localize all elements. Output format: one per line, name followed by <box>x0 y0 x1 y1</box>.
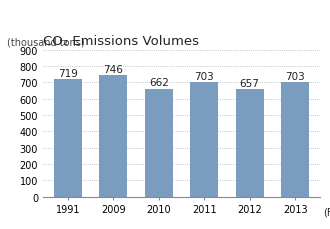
Text: 746: 746 <box>103 64 123 74</box>
Bar <box>54 80 82 197</box>
Text: 703: 703 <box>285 71 305 81</box>
Text: CO₂ Emissions Volumes: CO₂ Emissions Volumes <box>43 35 199 48</box>
Bar <box>145 89 173 197</box>
Bar <box>99 76 127 197</box>
Text: (thousand tons): (thousand tons) <box>7 38 84 47</box>
Text: 657: 657 <box>240 79 260 89</box>
Text: 703: 703 <box>194 71 214 81</box>
Bar <box>190 82 218 197</box>
Text: 719: 719 <box>58 69 78 79</box>
Text: (FY): (FY) <box>323 207 330 217</box>
Bar <box>236 90 264 197</box>
Bar <box>281 82 309 197</box>
Text: 662: 662 <box>149 78 169 88</box>
